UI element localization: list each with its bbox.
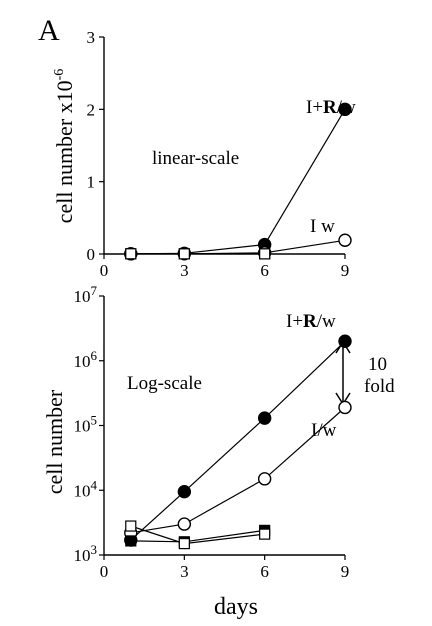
top-x-tick-label: 9 [341,261,350,280]
top-annotation: linear-scale [152,148,239,169]
top-y-axis-label: cell number x10-6 [52,69,77,224]
top-series-3-point [178,248,190,260]
bottom-series-0-point [257,411,272,425]
bottom-series-0-point [177,484,192,499]
bottom-series-2-point [125,535,137,547]
top-y-tick-label: 0 [87,245,96,264]
top-label-iw-series: I w [310,216,335,237]
bottom-series-1-point [177,517,192,531]
bottom-y-tick-label: 107 [74,283,98,306]
bottom-series-1-line [130,407,346,534]
bottom-label-iw-series: I/w [311,420,337,441]
x-axis-label: days [214,594,258,620]
fold-label-line1: 10 [368,354,387,375]
top-y-tick-label: 2 [87,100,96,119]
bottom-series-0-line [130,340,346,541]
top-x-tick-label: 0 [100,261,109,280]
top-series-3-point [125,248,137,260]
top-series-1-point [338,233,352,247]
bottom-x-tick-label: 3 [180,562,189,581]
bottom-y-tick-label: 106 [74,348,98,371]
bottom-series-3-point [125,520,137,532]
panel-label: A [38,14,60,47]
bottom-x-tick-label: 6 [260,562,269,581]
bottom-series-3-point [178,537,190,550]
top-series-3-point [259,248,271,260]
bottom-x-tick-label: 9 [341,562,350,581]
bottom-x-tick-label: 0 [100,562,109,581]
top-y-tick-label: 3 [87,28,96,47]
bottom-chart: cell number days Log-scale I+R/w I/w 10 … [42,283,395,620]
top-x-tick-label: 6 [260,261,269,280]
bottom-series-0-point [338,334,352,348]
bottom-y-tick-label: 103 [74,542,98,565]
bottom-y-axis-label: cell number [42,389,67,494]
bottom-series-1-point [338,400,352,415]
top-x-tick-label: 3 [180,261,189,280]
top-y-tick-label: 1 [87,173,96,192]
fold-label-line2: fold [364,376,395,397]
bottom-series-1-point [257,472,272,486]
top-chart: cell number x10-6 linear-scale I+R/w I w… [52,28,356,280]
top-series-0-point [338,102,352,117]
bottom-annotation: Log-scale [127,373,202,394]
bottom-y-tick-label: 105 [74,413,98,436]
bottom-series-3-point [259,528,271,540]
bottom-label-ir-series: I+R/w [286,311,336,332]
bottom-y-tick-label: 104 [74,477,98,500]
